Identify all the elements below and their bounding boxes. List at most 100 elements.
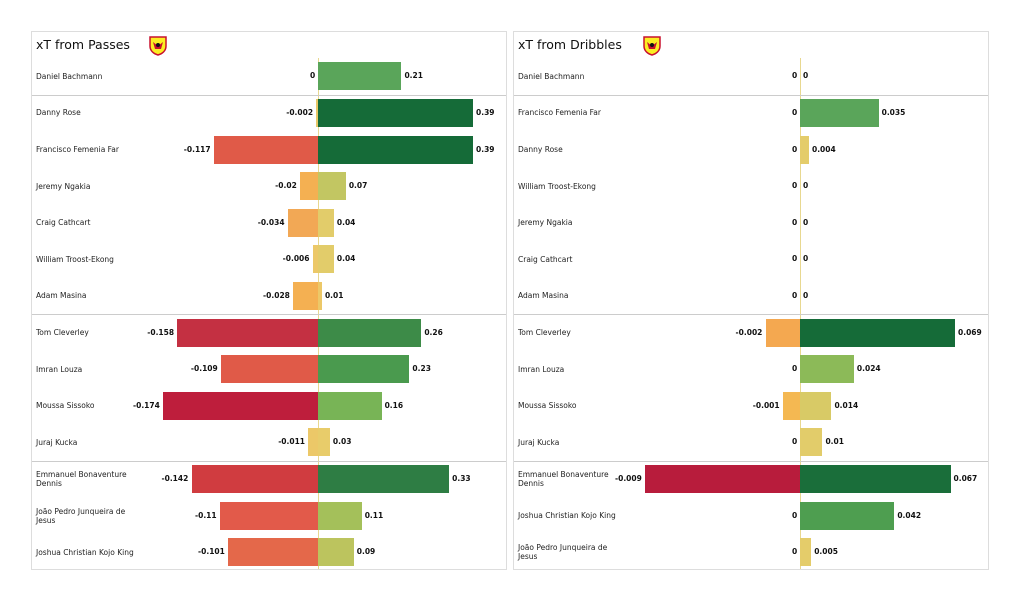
positive-value-label: 0.07 — [348, 181, 368, 191]
negative-bar — [765, 318, 800, 347]
positive-bar — [800, 538, 812, 567]
positive-bar — [318, 391, 382, 420]
negative-value-label: -0.142 — [161, 473, 189, 483]
positive-bar — [800, 355, 854, 384]
panel: xT from Passes Daniel Bachmann 0 0.21 Danny… — [31, 31, 507, 570]
positive-value-label: 0.23 — [412, 364, 431, 374]
negative-bar — [782, 391, 800, 420]
negative-value-label: 0 — [792, 290, 798, 300]
negative-bar — [308, 428, 318, 457]
player-name: João Pedro Junqueira de Jesus — [518, 543, 608, 562]
positive-bar — [800, 464, 951, 493]
positive-bar — [318, 428, 330, 457]
player-name: Craig Cathcart — [518, 254, 573, 264]
negative-bar — [300, 172, 318, 201]
panel: xT from Dribbles Daniel Bachmann 0 0 Franci… — [513, 31, 989, 570]
positive-bar — [318, 538, 354, 567]
negative-value-label: -0.034 — [257, 217, 285, 227]
negative-value-label: -0.006 — [282, 254, 310, 264]
negative-bar — [220, 501, 318, 530]
negative-bar — [287, 208, 318, 237]
positive-bar — [318, 172, 346, 201]
positive-value-label: 0.33 — [452, 473, 471, 483]
group-separator — [514, 314, 988, 316]
player-name: Juraj Kucka — [36, 437, 78, 447]
negative-value-label: -0.109 — [190, 364, 218, 374]
player-name: Joshua Christian Kojo King — [36, 547, 134, 557]
negative-value-label: -0.158 — [147, 327, 175, 337]
positive-bar — [318, 464, 450, 493]
negative-bar — [228, 538, 318, 567]
negative-value-label: -0.011 — [278, 437, 306, 447]
negative-value-label: 0 — [792, 254, 798, 264]
positive-value-label: 0.03 — [332, 437, 352, 447]
negative-value-label: 0 — [792, 71, 798, 81]
player-name: Tom Cleverley — [36, 328, 89, 337]
player-name: Emmanuel Bonaventure Dennis — [36, 469, 127, 488]
positive-value-label: 0 — [803, 181, 809, 191]
negative-value-label: -0.028 — [263, 290, 290, 300]
positive-value-label: 0.39 — [476, 107, 495, 117]
positive-bar — [800, 98, 879, 127]
player-name: Danny Rose — [518, 145, 563, 154]
negative-value-label: -0.001 — [752, 400, 780, 410]
positive-value-label: 0.004 — [811, 144, 836, 154]
positive-value-label: 0.04 — [336, 217, 356, 227]
positive-value-label: 0.005 — [814, 547, 838, 557]
player-name: Emmanuel Bonaventure Dennis — [518, 469, 609, 488]
positive-value-label: 0 — [803, 217, 809, 227]
negative-value-label: 0 — [792, 217, 798, 227]
negative-value-label: 0 — [792, 144, 798, 154]
group-separator — [514, 94, 988, 96]
positive-value-label: 0.11 — [364, 510, 384, 520]
player-name: Juraj Kucka — [518, 437, 560, 447]
negative-value-label: -0.174 — [133, 400, 160, 410]
player-name: Adam Masina — [36, 291, 87, 301]
positive-value-label: 0.16 — [384, 400, 404, 410]
negative-bar — [163, 391, 318, 420]
positive-bar — [318, 98, 473, 127]
group-separator — [32, 314, 506, 316]
group-separator — [514, 460, 988, 462]
positive-bar — [318, 208, 334, 237]
player-name: Danny Rose — [36, 108, 81, 118]
player-name: Joshua Christian Kojo King — [518, 511, 616, 520]
player-name: Francisco Femenia Far — [518, 108, 601, 118]
positive-bar — [318, 62, 402, 91]
positive-value-label: 0.024 — [856, 364, 881, 374]
positive-value-label: 0 — [803, 290, 809, 300]
positive-value-label: 0.014 — [834, 400, 859, 410]
zero-axis — [800, 58, 801, 569]
negative-value-label: 0 — [792, 364, 798, 374]
negative-value-label: 0 — [792, 547, 798, 557]
player-name: Jeremy Ngakia — [36, 181, 91, 191]
group-separator — [32, 94, 506, 96]
positive-value-label: 0.069 — [958, 327, 982, 337]
negative-bar — [220, 355, 318, 384]
positive-bar — [318, 501, 362, 530]
positive-bar — [800, 501, 895, 530]
positive-bar — [318, 281, 322, 310]
player-name: Daniel Bachmann — [518, 71, 585, 81]
positive-bar — [318, 135, 473, 164]
club-badge — [149, 36, 167, 56]
positive-bar — [318, 318, 422, 347]
negative-value-label: 0 — [792, 510, 798, 520]
positive-bar — [800, 428, 823, 457]
player-name: Tom Cleverley — [518, 328, 571, 337]
player-name: William Troost-Ekong — [36, 254, 114, 264]
positive-value-label: 0.39 — [476, 144, 495, 154]
club-badge — [643, 36, 661, 56]
positive-value-label: 0.09 — [356, 547, 376, 557]
positive-value-label: 0.01 — [825, 437, 844, 447]
player-name: William Troost-Ekong — [518, 181, 596, 191]
negative-value-label: -0.02 — [275, 181, 297, 191]
negative-value-label: 0 — [792, 181, 798, 191]
player-name: Daniel Bachmann — [36, 71, 103, 81]
positive-value-label: 0.04 — [336, 254, 356, 264]
positive-value-label: 0.067 — [953, 473, 978, 483]
panel-title: xT from Passes — [36, 37, 130, 52]
player-name: Imran Louza — [518, 364, 565, 374]
positive-value-label: 0.035 — [881, 107, 906, 117]
negative-bar — [293, 281, 318, 310]
